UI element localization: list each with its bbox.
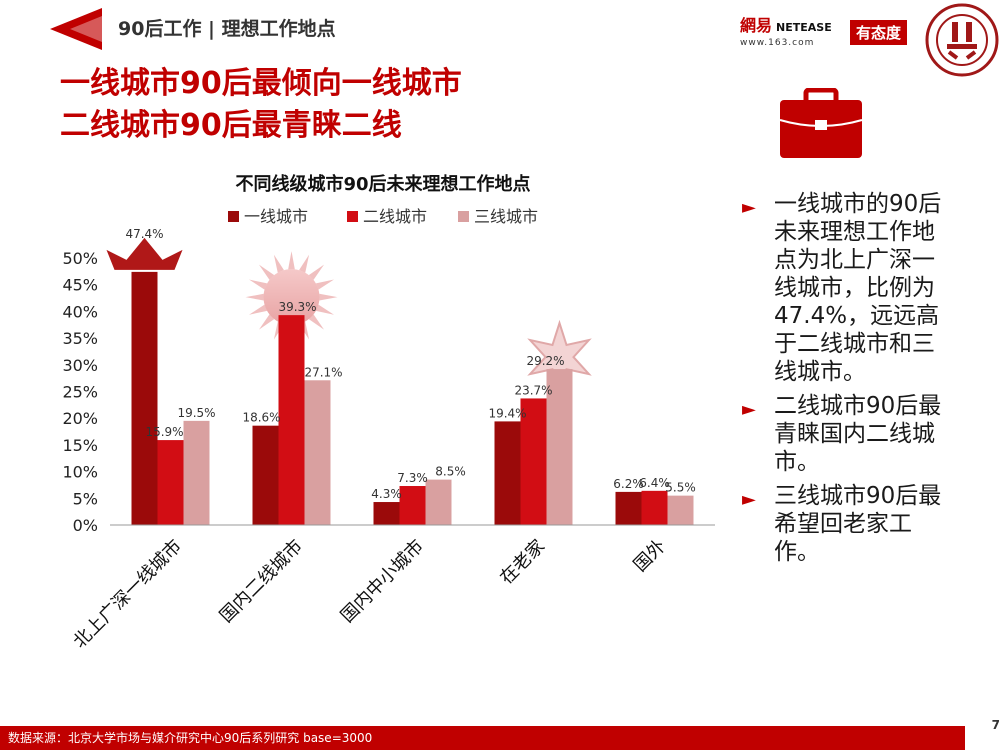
bullet-item: ► 三线城市90后最希望回老家工作。 bbox=[742, 482, 947, 566]
data-label: 19.5% bbox=[177, 406, 215, 420]
brand-name: 網易 bbox=[740, 16, 773, 35]
y-tick-label: 30% bbox=[62, 356, 98, 375]
legend-swatch bbox=[458, 211, 469, 222]
data-labels: 47.4% 15.9% 19.5% 18.6% 39.3% 27.1% 4.3% 7.3% 8.… bbox=[125, 227, 695, 501]
sun-ray bbox=[315, 279, 334, 290]
brand-name-en: NETEASE bbox=[776, 21, 832, 34]
data-label: 5.5% bbox=[665, 481, 696, 495]
y-tick-label: 40% bbox=[62, 302, 98, 321]
sun-ray bbox=[249, 304, 268, 315]
legend-label: 一线城市 bbox=[244, 207, 308, 226]
crown-icon bbox=[106, 237, 183, 270]
y-tick-label: 45% bbox=[62, 276, 98, 295]
sun-ray bbox=[308, 264, 325, 280]
chart-decorations bbox=[106, 237, 592, 395]
sun-ray bbox=[288, 251, 295, 270]
data-label: 18.6% bbox=[242, 411, 280, 425]
data-label: 47.4% bbox=[125, 227, 163, 241]
data-label: 7.3% bbox=[397, 471, 428, 485]
sun-ray bbox=[249, 279, 268, 290]
sun-ray bbox=[273, 254, 284, 273]
data-label: 8.5% bbox=[435, 465, 466, 479]
x-tick-label: 北上广深一线城市 bbox=[69, 536, 186, 653]
bar bbox=[157, 440, 184, 525]
y-tick-label: 0% bbox=[73, 516, 98, 535]
bar bbox=[183, 420, 210, 525]
headline-line-1: 一线城市90后最倾向一线城市 bbox=[60, 66, 462, 101]
legend-swatch bbox=[228, 211, 239, 222]
sun-ray bbox=[319, 293, 338, 301]
x-tick-label: 国内二线城市 bbox=[216, 536, 307, 627]
y-axis: 0% 5% 10% 15% 20% 25% 30% 35% 40% 45% 50% bbox=[62, 249, 98, 535]
data-label: 19.4% bbox=[488, 406, 526, 420]
bar bbox=[425, 479, 452, 525]
y-tick-label: 10% bbox=[62, 463, 98, 482]
chart-title: 不同线级城市90后未来理想工作地点 bbox=[235, 173, 530, 195]
data-label: 39.3% bbox=[278, 300, 316, 314]
bar bbox=[304, 380, 331, 525]
header-arrow-icon bbox=[50, 8, 102, 50]
page-number: 7 bbox=[972, 714, 1000, 750]
university-seal-icon bbox=[925, 3, 999, 77]
bars bbox=[131, 271, 694, 525]
bullet-text: 三线城市90后最希望回老家工作。 bbox=[774, 483, 942, 565]
data-label: 23.7% bbox=[514, 383, 552, 397]
y-tick-label: 35% bbox=[62, 329, 98, 348]
brand-tag: 有态度 bbox=[850, 20, 908, 45]
footer-source: 数据来源：北京大学市场与媒介研究中心90后系列研究 base=3000 bbox=[8, 731, 373, 745]
bar bbox=[546, 369, 573, 525]
netease-logo: 網易 NETEASE www.163.com bbox=[740, 12, 850, 52]
legend-swatch bbox=[347, 211, 358, 222]
bar bbox=[252, 425, 279, 525]
headline-line-2: 二线城市90后最青睐二线 bbox=[60, 108, 402, 143]
sun-ray bbox=[299, 254, 310, 273]
data-label: 4.3% bbox=[371, 487, 402, 501]
bar bbox=[494, 421, 521, 525]
bar-chart: 不同线级城市90后未来理想工作地点 一线城市 二线城市 三线城市 0% 5% 10% 15… bbox=[62, 173, 715, 653]
bar bbox=[667, 495, 694, 525]
bar bbox=[373, 502, 400, 525]
bullet-text: 一线城市的90后未来理想工作地点为北上广深一线城市，比例为47.4%，远远高于二… bbox=[774, 191, 942, 385]
sun-disc bbox=[263, 269, 320, 326]
x-tick-label: 国外 bbox=[630, 536, 670, 576]
bar bbox=[278, 315, 305, 525]
bullet-arrow-icon: ► bbox=[742, 197, 756, 218]
sun-ray bbox=[315, 304, 334, 315]
x-tick-label: 在老家 bbox=[496, 536, 549, 589]
bullet-text: 二线城市90后最青睐国内二线城市。 bbox=[774, 393, 942, 475]
data-label: 6.2% bbox=[613, 477, 644, 491]
section-label: 90后工作 | 理想工作地点 bbox=[118, 18, 336, 40]
data-label: 6.4% bbox=[639, 476, 670, 490]
sun-ray bbox=[245, 293, 264, 301]
x-tick-label: 国内中小城市 bbox=[337, 536, 428, 627]
briefcase-icon bbox=[779, 88, 863, 158]
footer-bar bbox=[0, 726, 965, 750]
sun-ray bbox=[308, 314, 325, 330]
y-tick-label: 15% bbox=[62, 436, 98, 455]
bullet-item: ► 二线城市90后最青睐国内二线城市。 bbox=[742, 392, 947, 476]
bullet-list: ► 一线城市的90后未来理想工作地点为北上广深一线城市，比例为47.4%，远远高… bbox=[742, 190, 947, 572]
sun-ray bbox=[258, 314, 275, 330]
bar bbox=[131, 271, 158, 525]
bar bbox=[399, 486, 426, 525]
y-tick-label: 25% bbox=[62, 383, 98, 402]
bar bbox=[641, 490, 668, 525]
legend-label: 三线城市 bbox=[474, 207, 538, 226]
y-tick-label: 5% bbox=[73, 489, 98, 508]
x-axis: 北上广深一线城市 国内二线城市 国内中小城市 在老家 国外 bbox=[69, 524, 715, 653]
data-label: 27.1% bbox=[304, 365, 342, 379]
chart-legend: 一线城市 二线城市 三线城市 bbox=[228, 207, 538, 226]
bullet-arrow-icon: ► bbox=[742, 489, 756, 510]
bullet-arrow-icon: ► bbox=[742, 399, 756, 420]
legend-label: 二线城市 bbox=[363, 207, 427, 226]
sun-ray bbox=[258, 264, 275, 280]
data-label: 15.9% bbox=[145, 425, 183, 439]
bar bbox=[520, 398, 547, 525]
y-tick-label: 20% bbox=[62, 409, 98, 428]
y-tick-label: 50% bbox=[62, 249, 98, 268]
brand-url: www.163.com bbox=[740, 38, 815, 48]
data-label: 29.2% bbox=[526, 354, 564, 368]
bullet-item: ► 一线城市的90后未来理想工作地点为北上广深一线城市，比例为47.4%，远远高… bbox=[742, 190, 947, 386]
bar bbox=[615, 491, 642, 525]
